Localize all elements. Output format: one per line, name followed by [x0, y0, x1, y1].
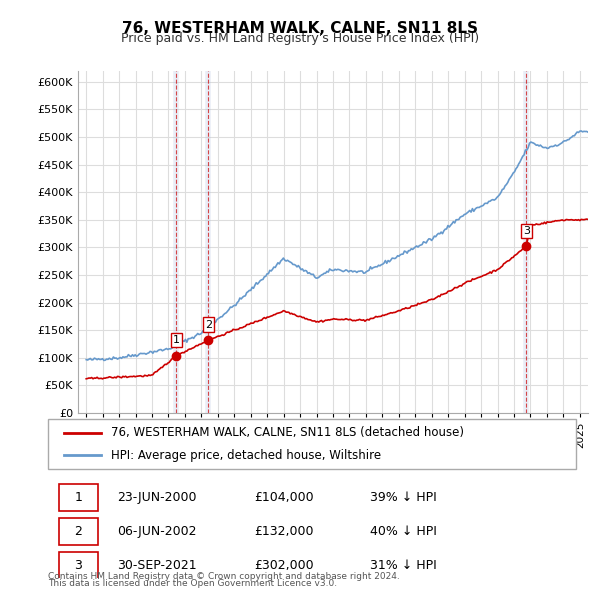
FancyBboxPatch shape [59, 519, 98, 545]
Text: £104,000: £104,000 [254, 491, 314, 504]
Text: HPI: Average price, detached house, Wiltshire: HPI: Average price, detached house, Wilt… [112, 448, 382, 461]
Text: 76, WESTERHAM WALK, CALNE, SN11 8LS (detached house): 76, WESTERHAM WALK, CALNE, SN11 8LS (det… [112, 427, 464, 440]
Text: £132,000: £132,000 [254, 525, 313, 538]
Text: 23-JUN-2000: 23-JUN-2000 [116, 491, 196, 504]
FancyBboxPatch shape [59, 552, 98, 579]
FancyBboxPatch shape [48, 419, 576, 469]
FancyBboxPatch shape [59, 484, 98, 511]
Text: Contains HM Land Registry data © Crown copyright and database right 2024.: Contains HM Land Registry data © Crown c… [48, 572, 400, 581]
Text: 31% ↓ HPI: 31% ↓ HPI [370, 559, 437, 572]
Text: 2: 2 [205, 320, 212, 330]
Text: 1: 1 [74, 491, 82, 504]
Text: This data is licensed under the Open Government Licence v3.0.: This data is licensed under the Open Gov… [48, 579, 337, 588]
Text: 76, WESTERHAM WALK, CALNE, SN11 8LS: 76, WESTERHAM WALK, CALNE, SN11 8LS [122, 21, 478, 35]
Text: Price paid vs. HM Land Registry's House Price Index (HPI): Price paid vs. HM Land Registry's House … [121, 32, 479, 45]
Text: 39% ↓ HPI: 39% ↓ HPI [370, 491, 437, 504]
Text: 06-JUN-2002: 06-JUN-2002 [116, 525, 196, 538]
Text: 3: 3 [523, 226, 530, 236]
Text: 30-SEP-2021: 30-SEP-2021 [116, 559, 196, 572]
Text: 1: 1 [173, 335, 180, 345]
Text: £302,000: £302,000 [254, 559, 314, 572]
Text: 40% ↓ HPI: 40% ↓ HPI [370, 525, 437, 538]
Text: 3: 3 [74, 559, 82, 572]
Text: 2: 2 [74, 525, 82, 538]
